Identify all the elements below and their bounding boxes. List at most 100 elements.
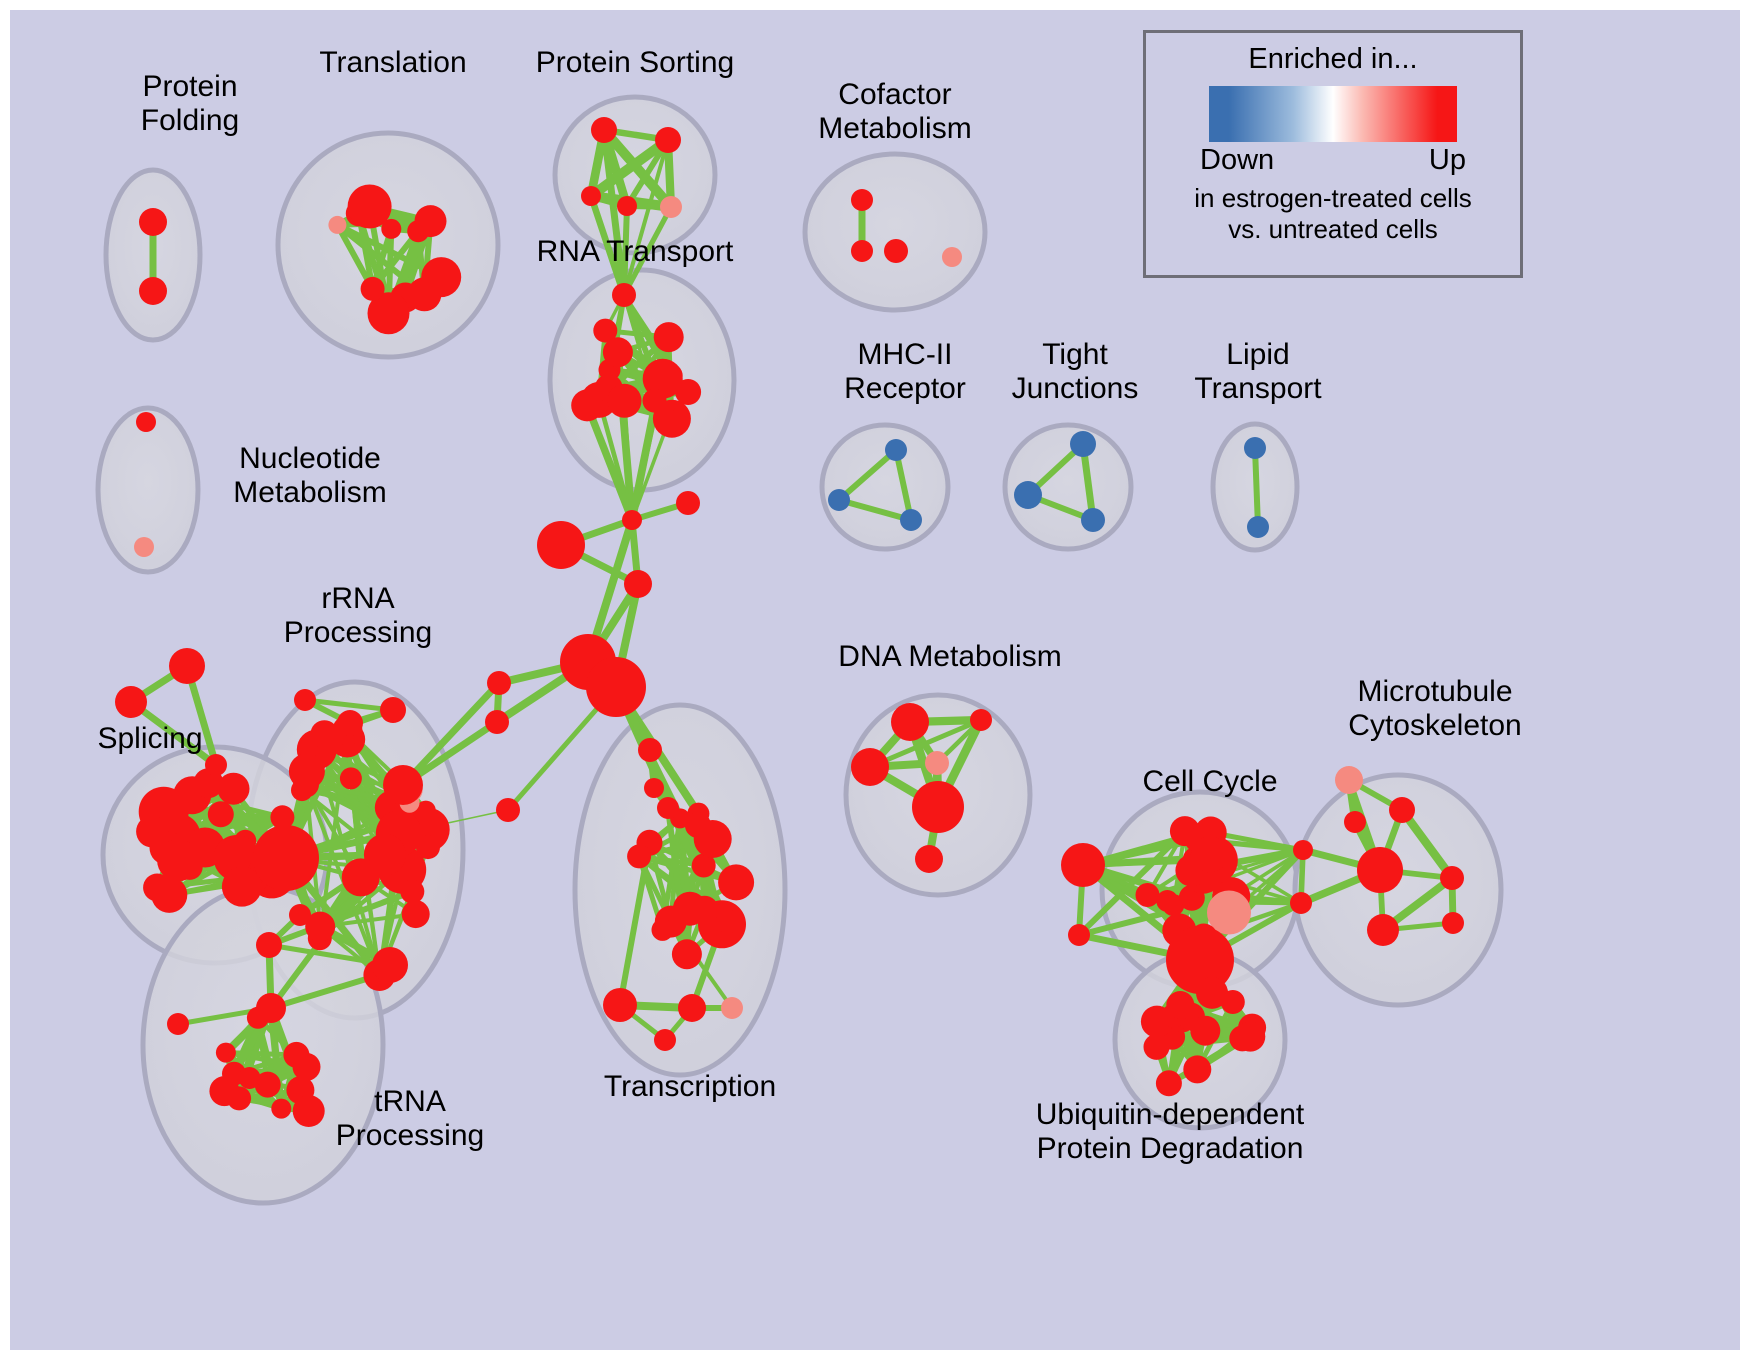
network-node[interactable]: [254, 1071, 281, 1098]
network-node[interactable]: [586, 657, 646, 717]
network-node[interactable]: [360, 276, 385, 301]
network-node[interactable]: [675, 379, 702, 405]
network-node[interactable]: [227, 1086, 252, 1111]
network-node[interactable]: [383, 765, 423, 805]
network-node[interactable]: [716, 909, 741, 934]
network-node[interactable]: [1244, 437, 1266, 459]
network-node[interactable]: [328, 215, 347, 234]
network-node[interactable]: [651, 918, 674, 941]
network-node[interactable]: [593, 318, 618, 343]
network-node[interactable]: [1229, 1025, 1256, 1052]
network-node[interactable]: [718, 864, 755, 901]
network-node[interactable]: [1135, 883, 1160, 907]
network-node[interactable]: [485, 710, 509, 734]
network-node[interactable]: [591, 117, 617, 143]
network-node[interactable]: [1143, 1033, 1170, 1060]
network-node[interactable]: [1196, 976, 1228, 1009]
network-node[interactable]: [139, 277, 167, 305]
network-node[interactable]: [294, 689, 316, 711]
network-node[interactable]: [642, 358, 683, 399]
network-node[interactable]: [205, 754, 227, 776]
network-node[interactable]: [678, 994, 706, 1022]
network-node[interactable]: [372, 947, 408, 983]
network-node[interactable]: [339, 767, 362, 790]
network-node[interactable]: [215, 1042, 236, 1063]
network-node[interactable]: [134, 537, 154, 557]
network-node[interactable]: [622, 510, 642, 530]
network-node[interactable]: [1335, 766, 1363, 794]
network-node[interactable]: [642, 388, 667, 413]
network-node[interactable]: [721, 997, 743, 1019]
network-node[interactable]: [341, 858, 380, 897]
network-node[interactable]: [139, 208, 167, 236]
network-node[interactable]: [1220, 990, 1245, 1014]
network-node[interactable]: [884, 239, 908, 263]
network-node[interactable]: [416, 835, 440, 860]
network-node[interactable]: [1344, 811, 1366, 833]
network-node[interactable]: [400, 879, 425, 904]
network-node[interactable]: [1155, 1070, 1182, 1097]
network-node[interactable]: [537, 521, 585, 569]
network-node[interactable]: [151, 876, 188, 913]
network-node[interactable]: [851, 748, 889, 786]
network-node[interactable]: [676, 491, 700, 515]
network-node[interactable]: [1442, 912, 1464, 934]
network-node[interactable]: [885, 439, 907, 461]
network-node[interactable]: [1357, 847, 1403, 893]
network-node[interactable]: [167, 1013, 189, 1035]
network-node[interactable]: [347, 184, 392, 229]
network-node[interactable]: [638, 738, 662, 762]
network-node[interactable]: [828, 489, 850, 511]
network-node[interactable]: [627, 844, 652, 869]
network-node[interactable]: [1207, 890, 1251, 935]
network-node[interactable]: [684, 812, 711, 839]
network-node[interactable]: [157, 839, 200, 882]
network-node[interactable]: [289, 904, 311, 926]
network-node[interactable]: [414, 205, 447, 238]
network-node[interactable]: [283, 1041, 310, 1068]
network-node[interactable]: [207, 801, 234, 828]
network-node[interactable]: [1191, 836, 1228, 873]
network-node[interactable]: [655, 127, 681, 153]
network-node[interactable]: [221, 866, 262, 907]
network-node[interactable]: [1389, 797, 1415, 823]
network-node[interactable]: [925, 751, 949, 775]
network-node[interactable]: [1440, 866, 1464, 890]
network-node[interactable]: [337, 710, 363, 736]
network-node[interactable]: [401, 900, 430, 929]
network-node[interactable]: [407, 277, 442, 312]
network-node[interactable]: [851, 189, 873, 211]
network-node[interactable]: [1014, 481, 1042, 509]
network-node[interactable]: [612, 283, 636, 307]
network-node[interactable]: [256, 932, 282, 958]
network-node[interactable]: [891, 703, 929, 741]
network-node[interactable]: [915, 845, 943, 873]
network-node[interactable]: [381, 218, 402, 239]
network-node[interactable]: [1293, 840, 1313, 860]
network-node[interactable]: [1166, 991, 1195, 1019]
network-node[interactable]: [271, 1098, 292, 1119]
network-node[interactable]: [671, 939, 702, 970]
network-node[interactable]: [270, 805, 295, 830]
network-node[interactable]: [851, 240, 873, 262]
network-node[interactable]: [1247, 516, 1269, 538]
network-node[interactable]: [691, 853, 716, 878]
network-node[interactable]: [644, 778, 664, 798]
network-node[interactable]: [1367, 914, 1399, 946]
network-node[interactable]: [136, 412, 156, 432]
network-node[interactable]: [1061, 843, 1105, 887]
network-node[interactable]: [292, 1095, 325, 1127]
network-node[interactable]: [653, 322, 684, 353]
network-node[interactable]: [293, 771, 319, 798]
network-node[interactable]: [217, 772, 250, 805]
network-node[interactable]: [624, 570, 652, 598]
network-node[interactable]: [238, 1067, 261, 1089]
network-node[interactable]: [1290, 892, 1312, 914]
network-node[interactable]: [660, 196, 682, 218]
network-node[interactable]: [1166, 926, 1234, 994]
network-node[interactable]: [169, 648, 205, 684]
network-node[interactable]: [305, 911, 336, 942]
network-node[interactable]: [970, 709, 992, 731]
network-node[interactable]: [1070, 431, 1096, 457]
network-node[interactable]: [1183, 1055, 1212, 1084]
